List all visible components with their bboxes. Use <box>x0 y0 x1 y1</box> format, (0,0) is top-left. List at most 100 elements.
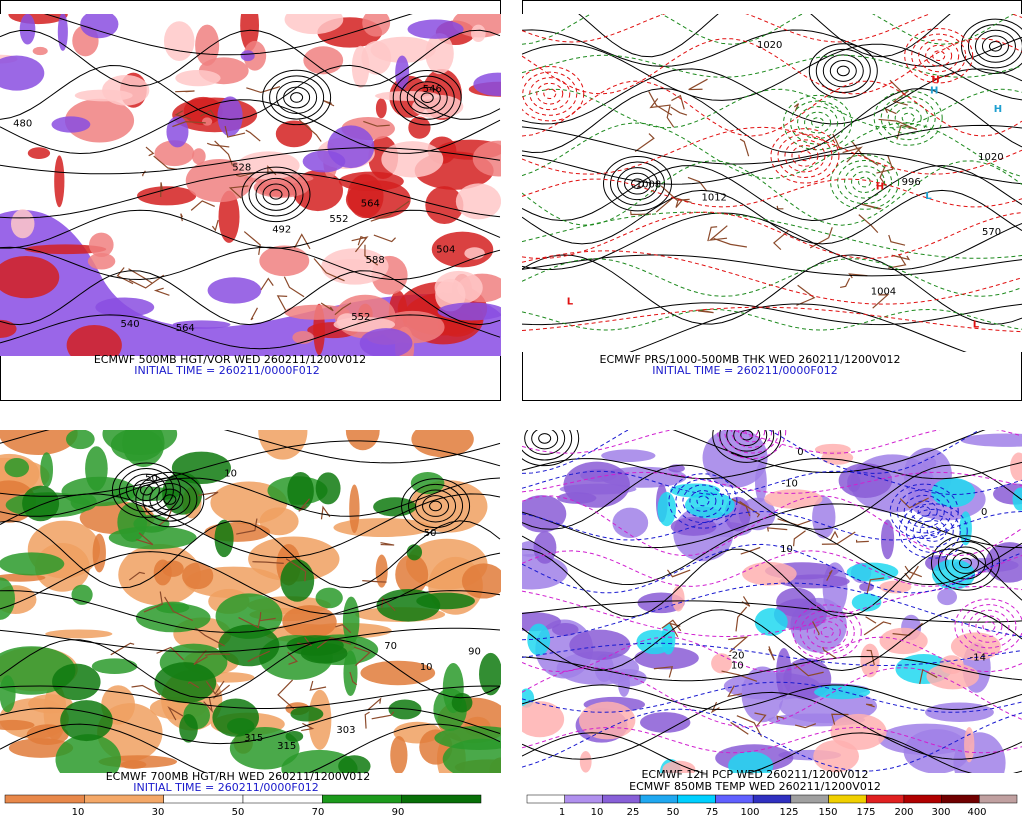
shaded-area <box>275 120 313 148</box>
colorbar-swatch <box>163 794 244 804</box>
shaded-area <box>338 755 371 773</box>
border-line <box>143 591 163 613</box>
shaded-area <box>259 507 299 536</box>
closed-contour <box>951 552 979 574</box>
closed-contour <box>904 27 974 84</box>
shaded-area <box>315 472 341 505</box>
shaded-area <box>959 511 972 546</box>
closed-contour <box>903 494 945 528</box>
shaded-area <box>137 186 197 206</box>
closed-contour <box>880 95 936 141</box>
closed-contour <box>918 39 960 73</box>
shaded-area <box>461 563 501 599</box>
contour <box>522 122 1022 180</box>
contour <box>522 600 1022 623</box>
map-label: H <box>930 86 938 97</box>
caption: ECMWF 500MB HGT/VOR WED 260211/1200V012 <box>94 353 366 366</box>
shaded-area <box>0 573 46 582</box>
shaded-area <box>838 463 893 498</box>
border-line <box>687 176 708 192</box>
closed-contour <box>290 92 304 103</box>
shaded-area <box>1012 487 1022 511</box>
closed-contour <box>522 430 573 461</box>
map-label: 540 <box>121 319 140 330</box>
map-label: 546 <box>423 84 442 95</box>
map-label: 1020 <box>757 40 782 51</box>
border-line <box>367 697 382 711</box>
border-line <box>865 703 875 708</box>
closed-contour <box>529 77 571 111</box>
closed-contour <box>522 65 585 122</box>
shaded-area <box>179 714 198 743</box>
closed-contour <box>894 107 922 129</box>
border-line <box>136 532 154 546</box>
closed-contour <box>820 626 834 638</box>
map-label: L <box>925 191 932 202</box>
border-line <box>792 530 806 547</box>
shaded-area <box>80 14 119 39</box>
map-label: 996 <box>902 177 921 188</box>
map-label: 492 <box>272 225 291 236</box>
contour <box>522 14 1022 43</box>
closed-contour <box>770 128 840 184</box>
shaded-area <box>333 317 396 332</box>
closed-contour <box>536 82 564 105</box>
border-line <box>736 715 763 737</box>
shaded-area <box>182 562 214 590</box>
border-line <box>243 231 261 255</box>
closed-contour <box>617 167 659 201</box>
border-line <box>863 621 892 636</box>
shaded-area <box>285 730 304 742</box>
contour <box>0 723 501 773</box>
closed-contour <box>276 80 318 114</box>
contour <box>522 550 1022 587</box>
shaded-area <box>776 648 792 698</box>
shaded-area <box>953 732 1006 773</box>
border-line <box>167 706 184 721</box>
shaded-area <box>390 735 408 773</box>
shaded-area <box>601 449 656 462</box>
contour <box>522 681 1022 713</box>
shaded-area <box>0 430 78 456</box>
colorbar-swatch <box>828 794 867 804</box>
closed-contour <box>241 166 311 223</box>
shaded-area <box>135 603 211 633</box>
border-line <box>252 561 284 564</box>
shaded-area <box>533 531 557 564</box>
contour <box>0 314 501 350</box>
closed-contour <box>813 621 841 643</box>
contour <box>522 80 1022 137</box>
map-label: 564 <box>176 323 195 334</box>
shaded-area <box>4 458 30 478</box>
closed-contour <box>910 500 938 523</box>
closed-contour <box>429 500 443 512</box>
border-line <box>156 646 185 661</box>
border-line <box>698 309 714 314</box>
map-label: -20 <box>728 651 744 662</box>
closed-contour <box>777 133 833 178</box>
border-line <box>193 649 208 666</box>
closed-contour <box>974 29 1016 63</box>
border-line <box>160 182 164 197</box>
contour <box>522 258 1022 297</box>
shaded-area <box>195 24 220 66</box>
closed-contour <box>712 430 782 463</box>
border-line <box>735 606 748 632</box>
shaded-area <box>10 209 35 239</box>
closed-contour <box>799 609 855 655</box>
closed-contour <box>958 557 972 569</box>
closed-contour <box>926 525 940 537</box>
contour <box>522 250 1022 305</box>
border-line <box>211 219 219 232</box>
border-line <box>666 104 675 128</box>
shaded-area <box>32 46 48 56</box>
border-line <box>866 577 885 594</box>
shaded-area <box>411 430 474 458</box>
colorbar-label: 200 <box>894 807 913 818</box>
shaded-area <box>87 252 116 270</box>
colorbar-swatch <box>941 794 980 804</box>
border-line <box>373 234 396 243</box>
shaded-area <box>0 719 35 731</box>
shaded-area <box>287 472 314 511</box>
closed-contour <box>837 159 893 205</box>
